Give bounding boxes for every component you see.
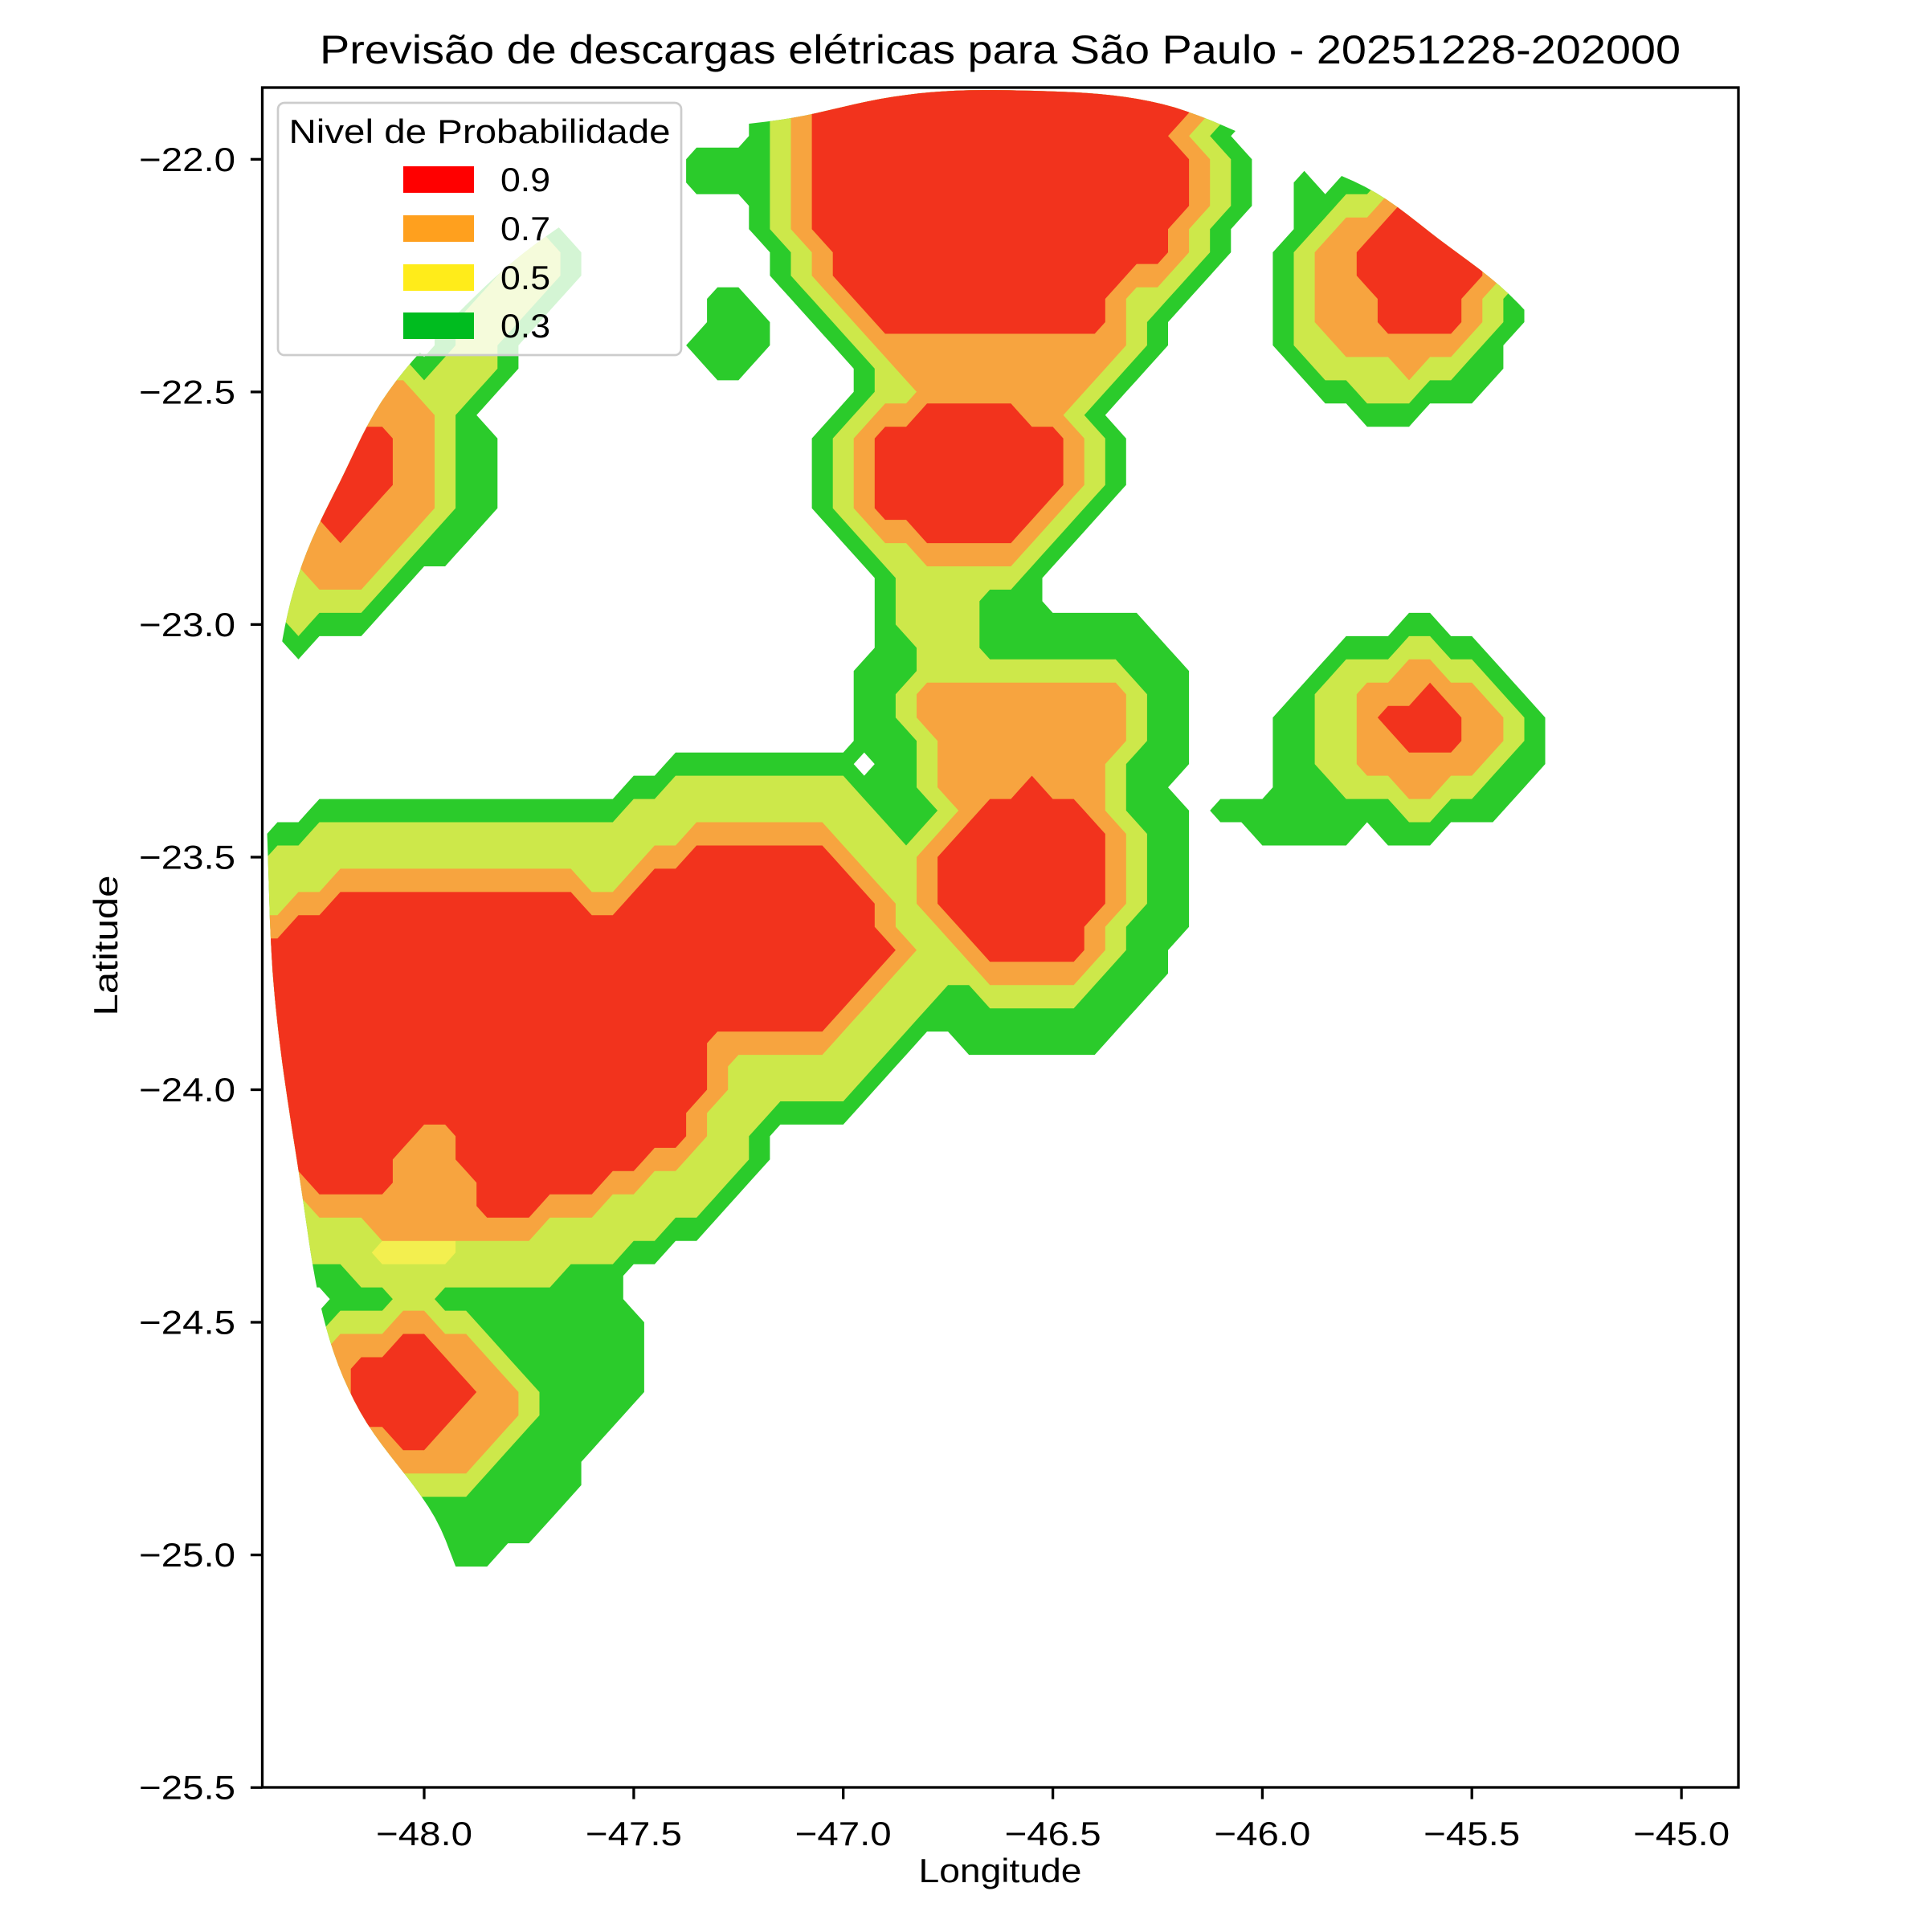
svg-text:−24.0: −24.0 (139, 1071, 235, 1109)
svg-text:−22.5: −22.5 (139, 373, 235, 410)
svg-text:Nivel de Probabilidade: Nivel de Probabilidade (289, 112, 671, 150)
svg-text:0.7: 0.7 (500, 210, 550, 247)
svg-text:0.3: 0.3 (500, 307, 550, 345)
svg-text:−23.0: −23.0 (139, 606, 235, 643)
svg-text:−24.5: −24.5 (139, 1304, 235, 1342)
svg-text:−22.0: −22.0 (139, 141, 235, 178)
svg-text:Latitude: Latitude (87, 876, 125, 1016)
svg-text:−46.5: −46.5 (1005, 1815, 1101, 1852)
svg-text:Previsão de descargas elétrica: Previsão de descargas elétricas para São… (320, 27, 1681, 72)
svg-text:−25.0: −25.0 (139, 1536, 235, 1574)
svg-text:0.5: 0.5 (500, 259, 550, 296)
svg-text:−23.5: −23.5 (139, 839, 235, 876)
svg-text:0.9: 0.9 (500, 161, 550, 198)
svg-text:−46.0: −46.0 (1214, 1815, 1310, 1852)
svg-text:−45.5: −45.5 (1424, 1815, 1520, 1852)
svg-text:−48.0: −48.0 (376, 1815, 472, 1852)
svg-text:−25.5: −25.5 (139, 1769, 235, 1807)
svg-text:−47.5: −47.5 (586, 1815, 682, 1852)
svg-text:−45.0: −45.0 (1633, 1815, 1730, 1852)
svg-text:−47.0: −47.0 (795, 1815, 892, 1852)
svg-text:Longitude: Longitude (919, 1852, 1082, 1889)
